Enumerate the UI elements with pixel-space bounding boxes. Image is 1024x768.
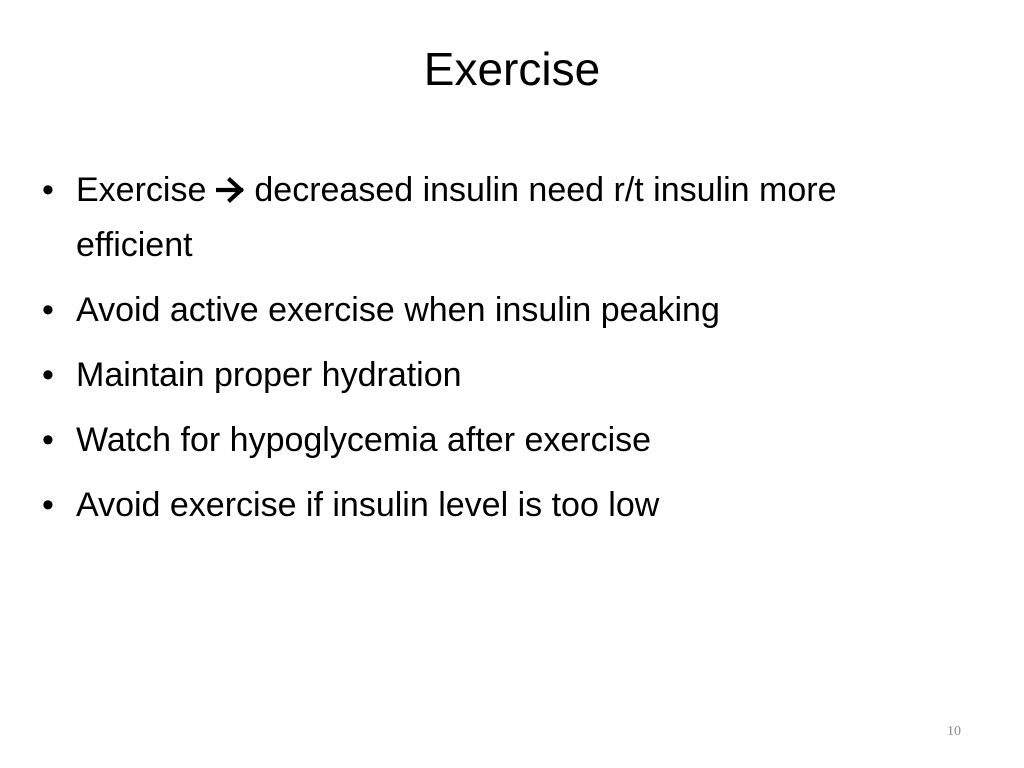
- bullet-item: • Avoid active exercise when insulin pea…: [38, 284, 938, 337]
- bullet-item: • Watch for hypoglycemia after exercise: [38, 414, 938, 467]
- bullet-item: • Maintain proper hydration: [38, 349, 938, 402]
- slide-title: Exercise: [423, 43, 601, 95]
- bullet-dot: •: [42, 420, 54, 459]
- bullet-text: Maintain proper hydration: [76, 355, 462, 394]
- bullet-list: • Exercise decreased insulin need r/t ins…: [38, 164, 938, 544]
- right-arrow-icon: [216, 166, 246, 219]
- bullet-item: • Exercise decreased insulin need r/t ins…: [38, 164, 938, 272]
- bullet-text-before-arrow: Exercise: [76, 171, 207, 209]
- bullet-dot: •: [42, 355, 54, 394]
- bullet-text: Avoid active exercise when insulin peaki…: [76, 290, 720, 329]
- bullet-item: • Avoid exercise if insulin level is too…: [38, 479, 938, 532]
- bullet-dot: •: [42, 171, 54, 209]
- bullet-text: Avoid exercise if insulin level is too l…: [76, 485, 660, 524]
- bullet-dot: •: [42, 290, 54, 329]
- slide-number: 10: [947, 724, 961, 739]
- bullet-dot: •: [42, 485, 54, 524]
- bullet-text: Watch for hypoglycemia after exercise: [76, 420, 652, 459]
- bullet-text-after-arrow: decreased insulin need r/t insulin more …: [76, 171, 837, 264]
